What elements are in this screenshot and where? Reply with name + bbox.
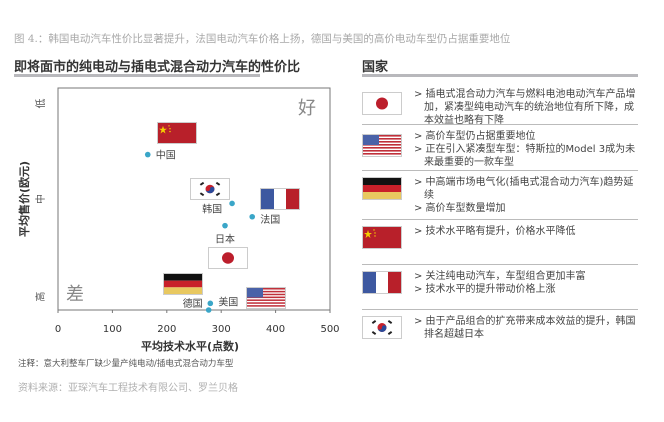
bullet-item: > 正在引入紧凑型车型：特斯拉的Model 3成为未来最重要的一款车型	[414, 144, 636, 168]
point-label: 美国	[218, 295, 238, 308]
country-row-jp: > 插电式混合动力汽车与燃料电池电动汽车产品增加，紧凑型纯电动汽车的统治地位有所…	[360, 88, 638, 128]
row-divider	[362, 264, 638, 265]
flag-us-icon	[362, 134, 402, 157]
row-divider	[362, 170, 638, 171]
row-divider	[362, 309, 638, 310]
y-tick-label: 低	[34, 99, 47, 109]
x-tick-label: 400	[266, 324, 285, 335]
flag-kr-icon	[362, 316, 402, 339]
country-notes: > 高价车型仍占据重要地位 > 正在引入紧凑型车型：特斯拉的Model 3成为未来…	[414, 130, 640, 169]
flag-kr-icon	[190, 178, 230, 200]
point-label: 德国	[183, 297, 203, 310]
x-tick-label: 500	[320, 324, 339, 335]
x-tick-label: 100	[103, 324, 122, 335]
country-notes: > 插电式混合动力汽车与燃料电池电动汽车产品增加，紧凑型纯电动汽车的统治地位有所…	[414, 88, 640, 127]
bullet-item: > 高价车型数量增加	[414, 203, 506, 214]
x-axis-label: 平均技术水平(点数)	[141, 339, 239, 353]
country-row-us: > 高价车型仍占据重要地位 > 正在引入紧凑型车型：特斯拉的Model 3成为未来…	[360, 130, 638, 170]
y-axis-label: 平均售价(欧元)	[17, 161, 31, 237]
plot-frame	[57, 87, 331, 311]
point-label: 中国	[156, 149, 176, 162]
data-point	[144, 151, 151, 158]
flag-fr-icon	[362, 271, 402, 294]
country-notes: > 关注纯电动汽车，车型组合更加丰富 > 技术水平的提升带动价格上涨	[414, 270, 640, 296]
flag-jp-icon	[208, 247, 248, 269]
flag-de-icon	[163, 273, 203, 295]
bullet-item: > 关注纯电动汽车，车型组合更加丰富	[414, 271, 586, 282]
source-text: 资料来源：亚琛汽车工程技术有限公司、罗兰贝格	[18, 383, 238, 394]
chart-heading: 即将面市的纯电动与插电式混合动力汽车的性价比	[14, 60, 301, 75]
row-divider	[362, 124, 638, 125]
country-row-de: > 中高端市场电气化(插电式混合动力汽车)趋势延续 > 高价车型数量增加	[360, 176, 638, 216]
country-row-kr: > 由于产品组合的扩充带来成本效益的提升，韩国排名超越日本	[360, 315, 638, 355]
data-point	[205, 307, 212, 313]
point-label: 日本	[215, 233, 235, 246]
flag-cn-icon	[362, 226, 402, 249]
data-point	[207, 300, 214, 307]
country-row-fr: > 关注纯电动汽车，车型组合更加丰富 > 技术水平的提升带动价格上涨	[360, 270, 638, 310]
data-point	[249, 213, 256, 220]
bullet-item: > 由于产品组合的扩充带来成本效益的提升，韩国排名超越日本	[414, 316, 636, 340]
y-tick-label: 高	[34, 292, 47, 302]
flag-fr-icon	[260, 188, 300, 210]
country-notes: > 技术水平略有提升，价格水平降低	[414, 225, 640, 238]
y-tick-label: 中	[34, 194, 47, 204]
country-notes: > 由于产品组合的扩充带来成本效益的提升，韩国排名超越日本	[414, 315, 640, 341]
annotation-bad: 差	[66, 284, 84, 305]
point-label: 韩国	[202, 202, 222, 215]
flag-de-icon	[362, 177, 402, 200]
x-tick-label: 200	[157, 324, 176, 335]
figure-caption: 图 4.：韩国电动汽车性价比显著提升，法国电动汽车价格上扬，德国与美国的高价电动…	[14, 33, 511, 45]
point-label: 法国	[260, 213, 280, 226]
country-notes: > 中高端市场电气化(插电式混合动力汽车)趋势延续 > 高价车型数量增加	[414, 176, 640, 215]
x-tick-label: 300	[212, 324, 231, 335]
country-heading: 国家	[362, 60, 389, 75]
data-point	[229, 200, 235, 207]
heading-rule	[362, 74, 638, 77]
country-row-cn: > 技术水平略有提升，价格水平降低	[360, 225, 638, 265]
bullet-item: > 插电式混合动力汽车与燃料电池电动汽车产品增加，紧凑型纯电动汽车的统治地位有所…	[414, 89, 636, 126]
chart-note: 注释：意大利整车厂缺少量产纯电动/插电式混合动力车型	[18, 359, 234, 369]
flag-us-icon	[246, 287, 286, 309]
bullet-item: > 高价车型仍占据重要地位	[414, 131, 536, 142]
row-divider	[362, 219, 638, 220]
heading-rule	[14, 74, 260, 77]
bullet-item: > 技术水平的提升带动价格上涨	[414, 284, 556, 295]
flag-jp-icon	[362, 92, 402, 115]
x-tick-label: 0	[55, 324, 61, 335]
data-point	[222, 222, 228, 229]
bullet-item: > 技术水平略有提升，价格水平降低	[414, 226, 576, 237]
annotation-good: 好	[298, 98, 316, 119]
flag-cn-icon	[157, 122, 197, 144]
bullet-item: > 中高端市场电气化(插电式混合动力汽车)趋势延续	[414, 177, 634, 201]
